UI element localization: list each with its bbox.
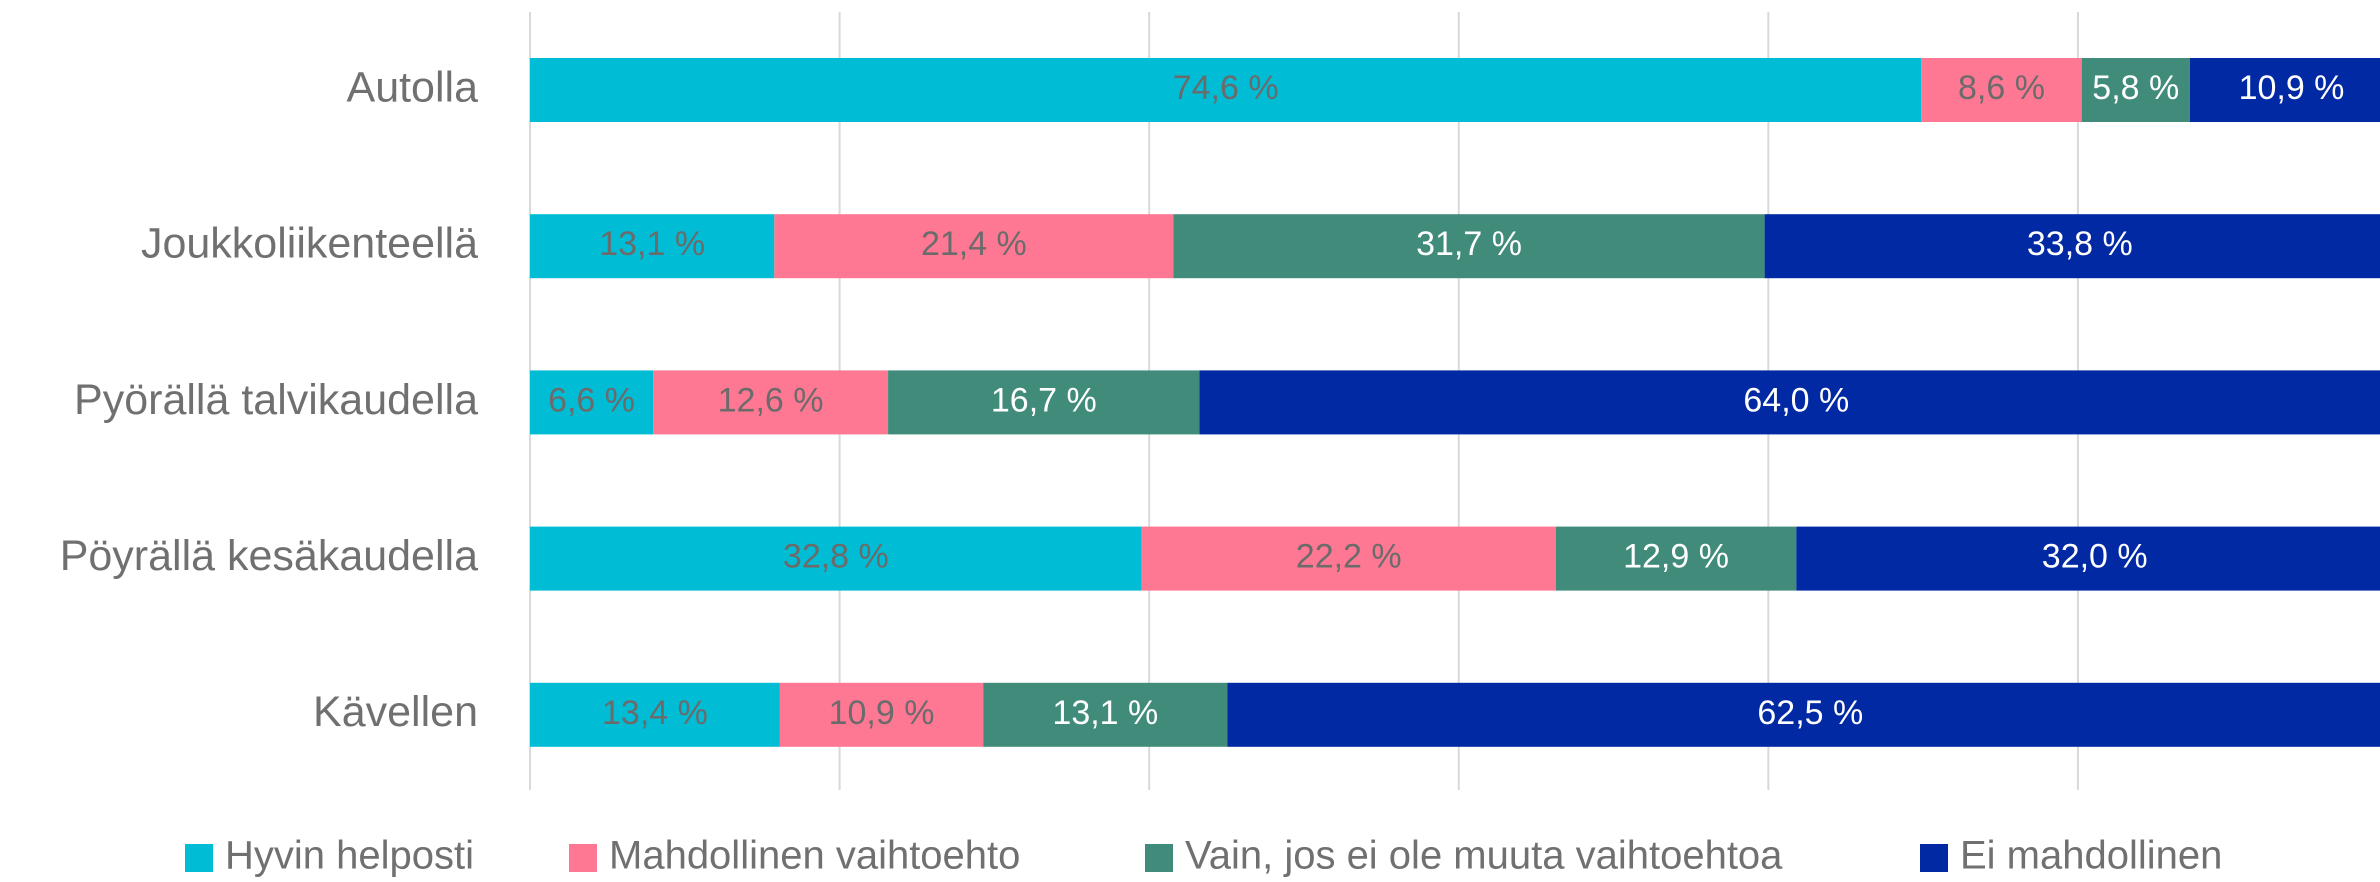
value-label: 13,1 %	[599, 225, 705, 263]
legend-swatch	[185, 844, 213, 872]
category-label: Autolla	[347, 63, 479, 111]
bar-segment	[983, 682, 1228, 747]
legend-swatch	[1145, 844, 1173, 872]
category-label: Joukkoliikenteellä	[141, 220, 478, 268]
bar-segment	[653, 370, 889, 435]
value-label: 32,0 %	[2042, 538, 2148, 576]
value-label: 10,9 %	[829, 694, 935, 732]
bar-segment	[1555, 526, 1797, 591]
bar-segment	[774, 214, 1174, 279]
bar-segment	[2081, 58, 2190, 122]
value-label: 16,7 %	[991, 381, 1097, 419]
value-label: 32,8 %	[783, 538, 889, 576]
value-label: 5,8 %	[2092, 69, 2179, 107]
value-label: 8,6 %	[1958, 69, 2045, 107]
bar-segment	[1199, 370, 2380, 435]
bar-segment	[1796, 526, 2380, 591]
value-label: 33,8 %	[2027, 225, 2133, 263]
value-label: 12,9 %	[1623, 538, 1729, 576]
value-label: 22,2 %	[1296, 538, 1402, 576]
category-label: Pöyrällä kesäkaudella	[60, 532, 478, 580]
bar-segment	[530, 370, 654, 435]
bar-segment	[1921, 58, 2082, 122]
category-label: Pyörällä talvikaudella	[74, 376, 478, 424]
bar-segment	[2189, 58, 2380, 122]
value-label: 6,6 %	[548, 381, 635, 419]
bar-segment	[888, 370, 1200, 435]
bar-segment	[1764, 214, 2380, 279]
value-label: 21,4 %	[921, 225, 1027, 263]
value-label: 13,4 %	[602, 694, 708, 732]
value-label: 64,0 %	[1743, 381, 1849, 419]
bar-segment	[1227, 682, 2380, 747]
value-label: 31,7 %	[1416, 225, 1522, 263]
legend-label: Mahdollinen vaihtoehto	[609, 834, 1020, 878]
value-label: 74,6 %	[1173, 69, 1279, 107]
value-label: 13,1 %	[1052, 694, 1158, 732]
bar-segment	[530, 58, 1922, 122]
legend-label: Hyvin helposti	[225, 834, 474, 878]
bar-segment	[1141, 526, 1556, 591]
value-label: 12,6 %	[718, 381, 824, 419]
bar-segment	[530, 526, 1142, 591]
bar-segment	[1173, 214, 1765, 279]
value-label: 10,9 %	[2239, 69, 2345, 107]
bar-segment	[779, 682, 984, 747]
legend-swatch	[1920, 844, 1948, 872]
legend-label: Vain, jos ei ole muuta vaihtoehtoa	[1185, 834, 1783, 878]
category-label: Kävellen	[313, 688, 478, 736]
legend-label: Ei mahdollinen	[1960, 834, 2222, 878]
bar-segment	[530, 682, 780, 747]
value-label: 62,5 %	[1757, 694, 1863, 732]
legend-swatch	[569, 844, 597, 872]
bar-segment	[530, 214, 775, 279]
